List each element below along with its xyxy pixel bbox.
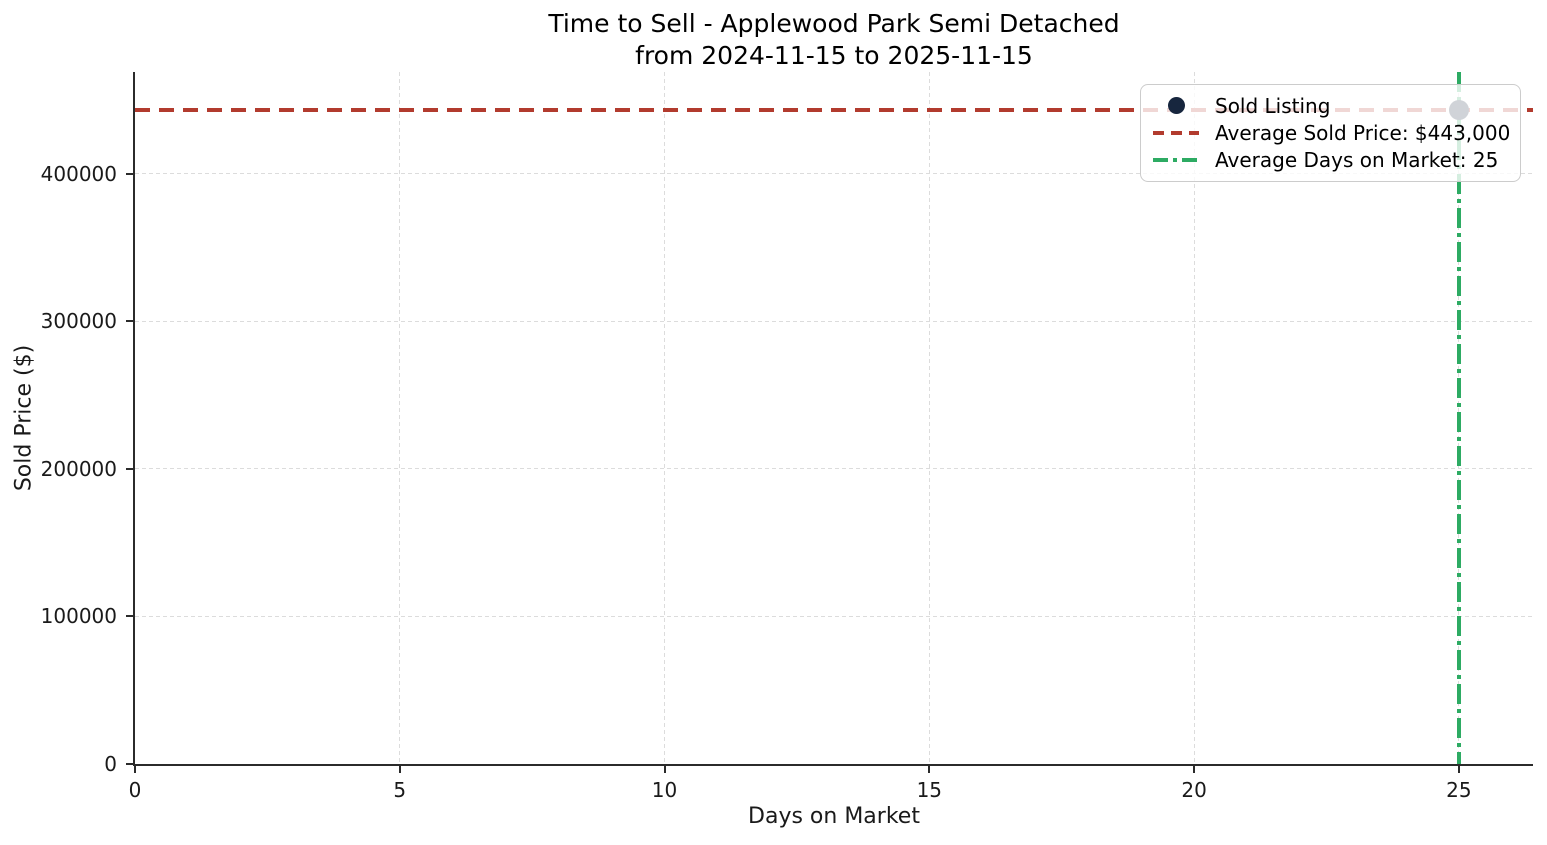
legend-item: Sold Listing — [1153, 92, 1508, 119]
chart-title: Time to Sell - Applewood Park Semi Detac… — [548, 9, 1120, 38]
vertical-gridline — [664, 72, 666, 764]
y-tick-label: 400000 — [40, 161, 117, 186]
x-tick-label: 10 — [651, 778, 678, 802]
y-tick — [126, 763, 133, 765]
y-tick-label: 200000 — [40, 456, 117, 481]
x-axis-spine — [133, 764, 1533, 766]
legend-swatch-dashed-icon — [1153, 130, 1199, 135]
vertical-gridline — [1193, 72, 1195, 764]
x-tick-label: 15 — [916, 778, 943, 802]
y-tick-label: 0 — [104, 752, 117, 776]
x-tick-label: 5 — [393, 778, 407, 802]
y-tick-label: 300000 — [40, 309, 117, 334]
avg-sold-price-line — [135, 108, 1533, 113]
x-axis-label: Days on Market — [748, 804, 920, 829]
legend-swatch-marker-icon — [1153, 97, 1199, 115]
y-tick-label: 100000 — [40, 604, 117, 629]
chart-subtitle: from 2024-11-15 to 2025-11-15 — [635, 41, 1033, 70]
x-tick — [134, 766, 136, 773]
y-tick — [126, 320, 133, 323]
x-tick-label: 0 — [128, 778, 142, 802]
vertical-gridline — [928, 72, 930, 764]
line-sample-icon — [1153, 158, 1199, 163]
x-tick — [1457, 766, 1460, 773]
horizontal-gridline — [135, 320, 1533, 322]
x-tick-label: 25 — [1446, 778, 1472, 802]
vertical-gridline — [399, 72, 401, 764]
legend-item-label: Average Sold Price: $443,000 — [1215, 120, 1511, 145]
legend-swatch-dashdot-icon — [1153, 158, 1199, 163]
legend-item-label: Sold Listing — [1215, 93, 1331, 118]
line-sample-icon — [1153, 130, 1199, 135]
x-tick-label: 20 — [1181, 778, 1207, 802]
y-tick — [126, 467, 133, 470]
legend: Sold Listing Average Sold Price: $443,000… — [1140, 84, 1521, 182]
x-tick — [398, 766, 401, 773]
horizontal-gridline — [135, 173, 1533, 175]
y-axis-spine — [133, 72, 135, 766]
y-tick — [126, 172, 133, 175]
legend-item: Average Days on Market: 25 — [1153, 147, 1508, 174]
legend-item-label: Average Days on Market: 25 — [1215, 148, 1499, 173]
avg-days-on-market-line — [1456, 72, 1461, 764]
legend-item: Average Sold Price: $443,000 — [1153, 119, 1511, 146]
marker-dot-icon — [1167, 97, 1185, 115]
y-tick — [126, 615, 133, 618]
horizontal-gridline — [135, 615, 1533, 617]
horizontal-gridline — [135, 468, 1533, 470]
x-tick — [663, 766, 666, 773]
y-axis-label: Sold Price ($) — [11, 344, 37, 492]
x-tick — [1193, 766, 1196, 773]
x-tick — [928, 766, 931, 773]
